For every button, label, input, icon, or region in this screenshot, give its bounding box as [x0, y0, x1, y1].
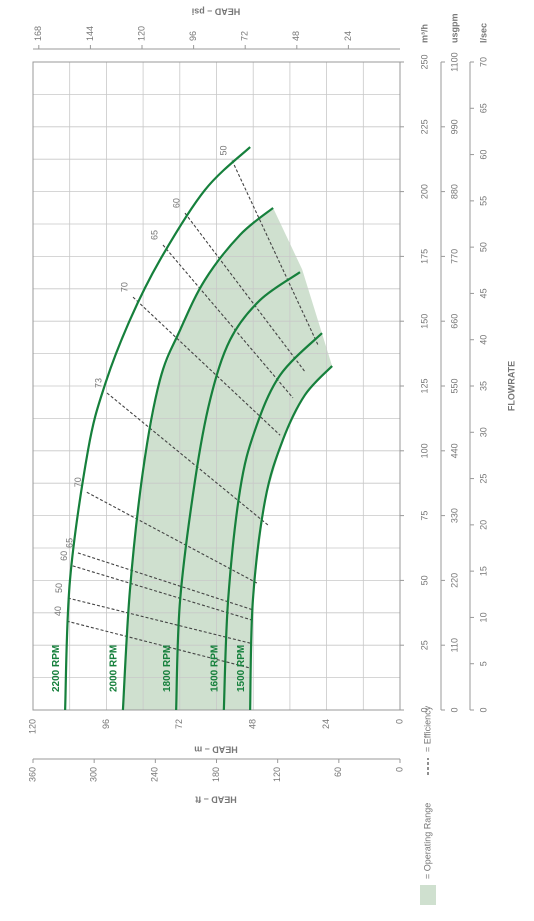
efficiency-label: 50	[218, 145, 228, 155]
rpm-curve	[222, 332, 323, 711]
x2-tick-label: 990	[449, 119, 459, 134]
efficiency-label: 50	[54, 583, 64, 593]
x2-tick-label: 770	[449, 249, 459, 264]
y2-tick-label: 24	[343, 31, 353, 41]
x2-tick-label: 550	[449, 378, 459, 393]
x3-tick-label: 45	[478, 288, 488, 298]
y2-axis-title: HEAD – psi	[192, 7, 241, 17]
y2-tick-label: 96	[188, 31, 198, 41]
y-tick-label: 72	[174, 719, 184, 729]
y2-tick-label: 120	[136, 26, 146, 41]
efficiency-label: 60	[59, 551, 69, 561]
x3-tick-label: 0	[478, 707, 488, 712]
operating-range-swatch	[420, 885, 436, 905]
efficiency-line	[66, 620, 251, 669]
x-tick-label: 25	[419, 640, 429, 650]
x3-tick-label: 40	[478, 335, 488, 345]
x3-unit: l/sec	[478, 23, 488, 43]
x3-tick-label: 65	[478, 103, 488, 113]
y3-tick-label: 180	[211, 767, 221, 782]
rpm-curve	[249, 365, 333, 711]
x2-tick-label: 440	[449, 443, 459, 458]
efficiency-label: 70	[119, 282, 129, 292]
x-tick-label: 200	[419, 184, 429, 199]
efficiency-line	[231, 160, 319, 346]
efficiency-legend: = Efficiency	[422, 705, 432, 752]
x3-tick-label: 30	[478, 427, 488, 437]
x-unit: m³/h	[419, 24, 429, 43]
efficiency-label: 60	[171, 198, 181, 208]
y3-tick-label: 240	[150, 767, 160, 782]
x-tick-label: 250	[419, 54, 429, 69]
x-tick-label: 0	[419, 707, 429, 712]
x-tick-label: 50	[419, 575, 429, 585]
y-tick-label: 96	[101, 719, 111, 729]
efficiency-line	[77, 552, 254, 611]
x2-tick-label: 110	[449, 638, 459, 652]
x-axis-title: FLOWRATE	[506, 361, 516, 411]
x3-tick-label: 10	[478, 612, 488, 622]
efficiency-line	[72, 565, 253, 621]
x2-tick-label: 330	[449, 508, 459, 523]
rpm-curve	[175, 271, 301, 711]
x2-tick-label: 1100	[449, 52, 459, 71]
rpm-curve	[64, 146, 251, 711]
x-tick-label: 175	[419, 249, 429, 264]
y2-tick-label: 72	[240, 31, 250, 41]
efficiency-line	[86, 491, 258, 584]
y2-tick-label: 48	[291, 31, 301, 41]
x2-tick-label: 660	[449, 314, 459, 329]
efficiency-label: 65	[64, 538, 74, 548]
operating-range-legend: = Operating Range	[422, 803, 432, 879]
rpm-label: 1600 RPM	[209, 645, 220, 692]
x3-tick-label: 55	[478, 196, 488, 206]
x3-tick-label: 5	[478, 661, 488, 666]
y-tick-label: 48	[248, 719, 258, 729]
x3-tick-label: 15	[478, 566, 488, 576]
x3-tick-label: 20	[478, 520, 488, 530]
x-tick-label: 125	[419, 378, 429, 393]
rpm-curve	[121, 207, 274, 711]
rpm-label: 2200 RPM	[51, 645, 62, 692]
x-tick-label: 225	[419, 119, 429, 134]
y-axis-title: HEAD – m	[194, 745, 238, 755]
efficiency-line	[132, 296, 281, 436]
operating-range	[122, 207, 333, 710]
rpm-label: 1800 RPM	[162, 645, 173, 692]
x-tick-label: 100	[419, 443, 429, 458]
x3-tick-label: 35	[478, 381, 488, 391]
rpm-label: 1500 RPM	[236, 645, 247, 692]
y2-tick-label: 144	[85, 26, 95, 41]
y3-tick-label: 60	[333, 767, 343, 777]
efficiency-label: 70	[73, 477, 83, 487]
rotated-chart: FLOWRATE HEAD – m HEAD – ft HEAD – psi m…	[27, 7, 516, 905]
x3-tick-label: 70	[478, 57, 488, 67]
y3-tick-label: 0	[394, 767, 404, 772]
rpm-label: 2000 RPM	[109, 645, 120, 692]
x3-tick-label: 60	[478, 150, 488, 160]
y3-axis-title: HEAD – ft	[195, 795, 237, 805]
x2-tick-label: 880	[449, 184, 459, 199]
x2-unit: usgpm	[449, 13, 459, 43]
x-tick-label: 75	[419, 511, 429, 521]
y-tick-label: 0	[394, 719, 404, 724]
y3-tick-label: 120	[272, 767, 282, 782]
x2-tick-label: 0	[449, 707, 459, 712]
efficiency-line	[184, 212, 306, 373]
efficiency-line	[67, 597, 251, 644]
y-tick-label: 24	[321, 719, 331, 729]
x-tick-label: 150	[419, 314, 429, 329]
y3-tick-label: 360	[27, 767, 37, 782]
y2-tick-label: 168	[33, 26, 43, 41]
efficiency-label: 40	[53, 606, 63, 616]
x3-tick-label: 50	[478, 242, 488, 252]
efficiency-label: 73	[93, 378, 103, 388]
efficiency-line	[162, 244, 294, 399]
x3-tick-label: 25	[478, 474, 488, 484]
efficiency-label: 65	[149, 230, 159, 240]
y3-tick-label: 300	[89, 767, 99, 782]
y-tick-label: 120	[27, 719, 37, 734]
x2-tick-label: 220	[449, 573, 459, 588]
